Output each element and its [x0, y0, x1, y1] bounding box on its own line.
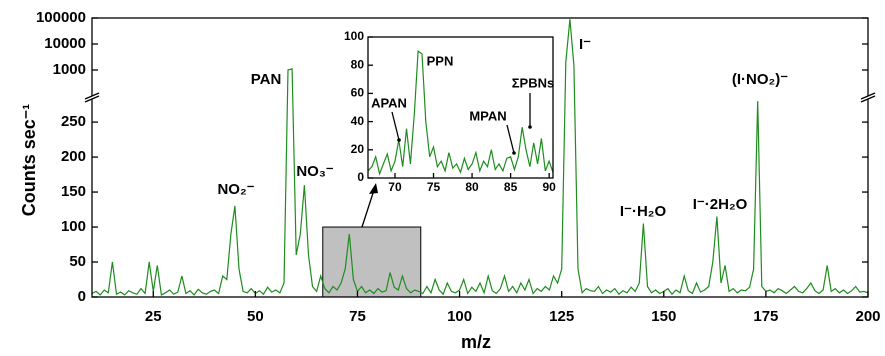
- x-tick-label: 80: [465, 180, 479, 194]
- peak-label: MPAN: [469, 108, 506, 123]
- axis-break-mark: [84, 92, 100, 100]
- axis-break-gap: [862, 96, 874, 99]
- peak-label: (I·NO₂)⁻: [732, 71, 788, 88]
- y-tick-label: 20: [351, 142, 365, 156]
- y-tick-label: 100000: [36, 9, 86, 26]
- x-tick-label: 75: [427, 180, 441, 194]
- x-axis-title: m/z: [461, 332, 491, 352]
- x-tick-label: 90: [542, 180, 556, 194]
- x-tick-label: 200: [855, 308, 880, 325]
- x-tick-label: 150: [651, 308, 676, 325]
- y-tick-label: 50: [69, 253, 86, 270]
- peak-label: NO₃⁻: [296, 163, 333, 180]
- label-arrowhead: [512, 151, 516, 155]
- peak-label: NO₂⁻: [217, 181, 254, 198]
- x-tick-label: 25: [145, 308, 162, 325]
- peak-label: I⁻·H₂O: [620, 203, 667, 220]
- inset-frame: [367, 36, 554, 179]
- peak-label: PAN: [251, 71, 282, 88]
- y-tick-label: 60: [351, 86, 365, 100]
- y-tick-label: 1000: [53, 61, 86, 78]
- peak-label: ΣPBNs: [512, 75, 554, 90]
- zoom-arrowhead: [369, 183, 378, 194]
- axis-break-mark: [860, 95, 876, 103]
- inset-bg: [368, 37, 553, 178]
- y-tick-label: 0: [78, 288, 86, 305]
- label-arrowhead: [397, 138, 401, 142]
- x-tick-label: 100: [447, 308, 472, 325]
- y-tick-label: 250: [61, 113, 86, 130]
- x-tick-label: 75: [349, 308, 366, 325]
- zoom-arrow: [361, 189, 375, 228]
- peak-label: PPN: [427, 53, 454, 68]
- y-tick-label: 80: [351, 57, 365, 71]
- x-tick-label: 70: [388, 180, 402, 194]
- axis-break-gap: [86, 96, 98, 99]
- label-arrowhead: [528, 125, 532, 129]
- label-arrow: [391, 111, 400, 141]
- y-tick-label: 100: [344, 29, 364, 43]
- peak-label: I⁻: [579, 36, 591, 53]
- label-arrow: [506, 124, 515, 154]
- y-tick-label: 200: [61, 148, 86, 165]
- y-tick-label: 10000: [44, 35, 86, 52]
- y-tick-label: 40: [351, 114, 365, 128]
- y-tick-label: 100: [61, 218, 86, 235]
- axis-break-mark: [860, 92, 876, 100]
- y-tick-label: 150: [61, 183, 86, 200]
- peak-label: APAN: [371, 95, 407, 110]
- x-tick-label: 50: [247, 308, 264, 325]
- y-axis-title: Counts sec⁻¹: [19, 104, 39, 217]
- x-tick-label: 175: [753, 308, 778, 325]
- axis-break-mark: [84, 95, 100, 103]
- y-tick-label: 0: [357, 170, 364, 184]
- spectrum-line: [91, 19, 869, 296]
- peak-label: I⁻·2H₂O: [693, 196, 748, 213]
- x-tick-label: 85: [504, 180, 518, 194]
- x-tick-label: 125: [549, 308, 574, 325]
